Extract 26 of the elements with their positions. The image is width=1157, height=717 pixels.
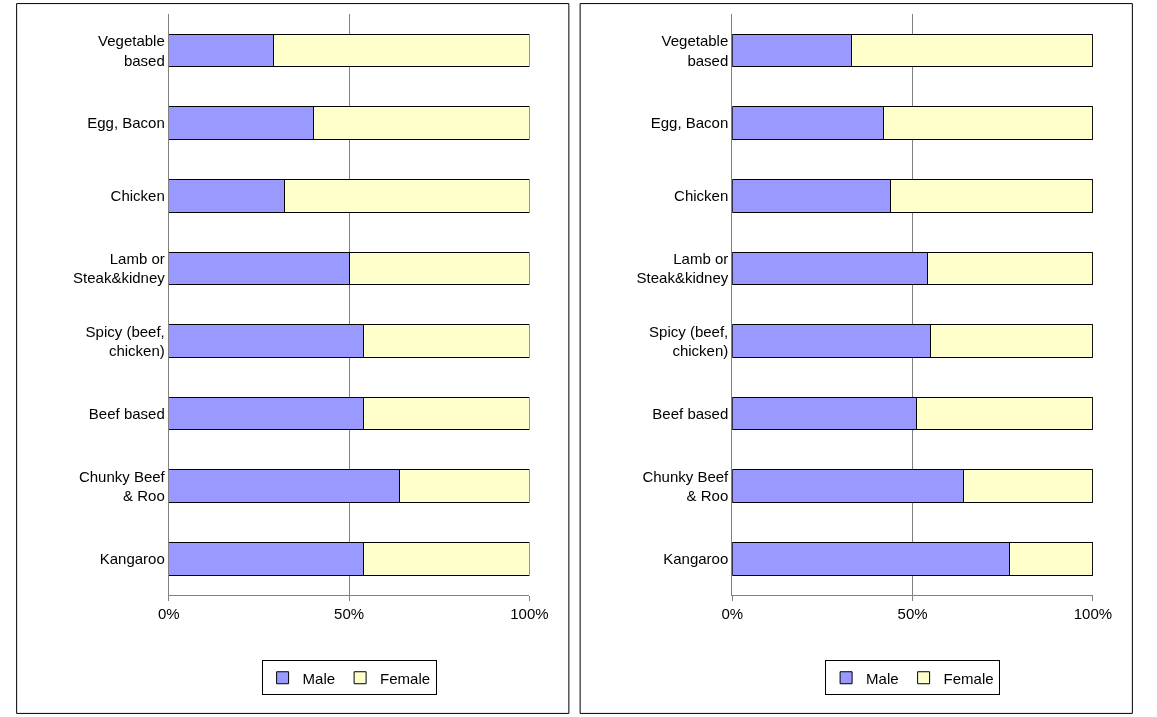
legend-label: Female [380, 669, 431, 687]
y-tick-label: Spicy (beef, chicken) [85, 322, 165, 360]
y-tick-label: Kangaroo [663, 550, 729, 568]
y-tick-label: Beef based [652, 404, 729, 422]
legend-label: Male [302, 669, 336, 687]
x-tick-label: 0% [721, 605, 744, 623]
x-tick-label: 0% [157, 605, 180, 623]
legend-label: Female [943, 669, 994, 687]
legend-label: Male [866, 669, 899, 687]
x-tick-label: 50% [897, 605, 928, 623]
y-tick-label: Lamb or Steak&kidney [73, 249, 166, 287]
y-tick-label: Chunky Beef & Roo [642, 467, 730, 505]
y-tick-label: Kangaroo [99, 550, 165, 568]
y-tick-label: Spicy (beef, chicken) [649, 322, 729, 360]
x-tick-label: 50% [334, 605, 365, 623]
y-tick-label: Chicken [674, 187, 729, 205]
x-tick-label: 100% [1073, 605, 1113, 623]
y-tick-label: Vegetable based [98, 32, 165, 69]
y-tick-label: Egg, Bacon [87, 114, 165, 132]
y-tick-label: Lamb or Steak&kidney [636, 249, 729, 287]
x-tick-label: 100% [510, 605, 549, 623]
y-tick-label: Chunky Beef & Roo [78, 467, 166, 505]
y-tick-label: Egg, Bacon [650, 114, 729, 132]
y-tick-label: Chicken [110, 187, 165, 205]
y-tick-label: Beef based [88, 404, 165, 422]
y-tick-label: Vegetable based [661, 32, 729, 69]
